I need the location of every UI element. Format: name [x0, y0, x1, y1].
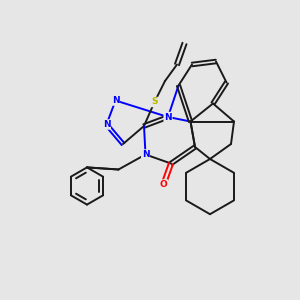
Text: N: N	[103, 120, 110, 129]
Text: O: O	[160, 180, 167, 189]
Text: N: N	[142, 150, 149, 159]
Text: S: S	[151, 98, 158, 106]
Text: N: N	[112, 96, 119, 105]
Text: N: N	[164, 112, 172, 122]
